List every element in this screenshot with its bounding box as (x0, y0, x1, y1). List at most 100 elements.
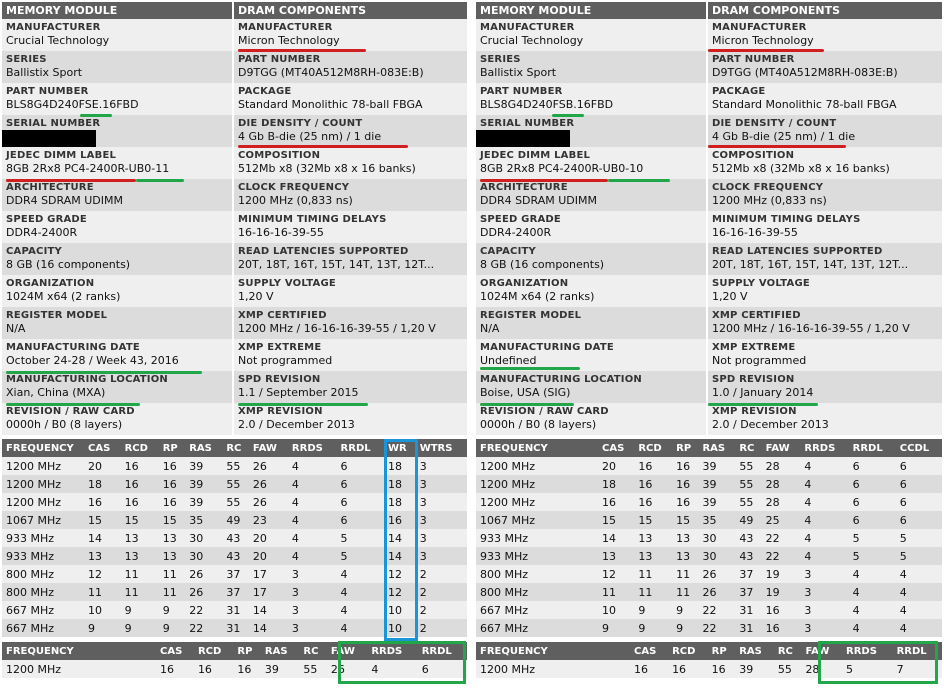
cell: 26 (248, 457, 288, 475)
dram-row-package: PACKAGE Standard Monolithic 78-ball FBGA (708, 83, 942, 115)
cell: 16 (120, 457, 159, 475)
cell: 1200 MHz (476, 457, 598, 475)
cell: 13 (158, 529, 186, 547)
row-label: ARCHITECTURE (6, 182, 94, 193)
cell: 4 (848, 565, 896, 583)
row-value: 512Mb x8 (32Mb x8 x 16 banks) (712, 162, 890, 175)
col-rcd: RCD (193, 642, 234, 660)
cell: 3 (415, 547, 467, 565)
row-value: BLS8G4D240FSB.16FBD (480, 98, 614, 111)
col-rcd: RCD (120, 439, 159, 457)
row-value: 2.0 / December 2013 (712, 418, 829, 431)
cell: 10 (384, 601, 416, 619)
row-label: ARCHITECTURE (480, 182, 568, 193)
dram-row-xmp-certified: XMP CERTIFIED 1200 MHz / 16-16-16-39-55 /… (708, 307, 942, 339)
cell: 4 (895, 601, 942, 619)
col-faw: FAW (761, 439, 801, 457)
module-row-manufacturer: MANUFACTURER Crucial Technology (2, 19, 232, 51)
row-value: Micron Technology (712, 34, 814, 47)
cell: 933 MHz (476, 547, 598, 565)
cell: 37 (735, 565, 762, 583)
cell: 1200 MHz (476, 660, 630, 678)
module-row-series: SERIES Ballistix Sport (2, 51, 232, 83)
row-value: 1200 MHz (0,833 ns) (238, 194, 353, 207)
table-row: 933 MHz 14 13 13 30 43 20 4 5 14 3 (2, 529, 467, 547)
col-rp: RP (158, 439, 186, 457)
row-label: DIE DENSITY / COUNT (238, 118, 363, 129)
row-label: REGISTER MODEL (480, 310, 582, 321)
row-label: XMP EXTREME (238, 342, 322, 353)
spd-panel-left: MEMORY MODULE MANUFACTURER Crucial Techno… (2, 2, 467, 684)
module-row-register-model: REGISTER MODEL N/A (476, 307, 706, 339)
col-rrds: RRDS (367, 642, 418, 660)
cell: 4 (800, 511, 849, 529)
memory-module-column: MEMORY MODULE MANUFACTURER Crucial Techno… (2, 2, 232, 435)
col-rc: RC (773, 642, 802, 660)
row-label: COMPOSITION (238, 150, 321, 161)
cell: 4 (287, 547, 337, 565)
col-faw: FAW (248, 439, 288, 457)
col-ccdl: CCDL (895, 439, 942, 457)
cell: 13 (120, 529, 159, 547)
cell: 22 (698, 601, 736, 619)
col-rp: RP (707, 642, 736, 660)
cell: 15 (598, 511, 635, 529)
col-ras: RAS (260, 642, 300, 660)
row-value: 8 GB (16 components) (6, 258, 131, 271)
dram-row-spd-revision: SPD REVISION 1.1 / September 2015 (234, 371, 467, 403)
cell: 10 (598, 601, 635, 619)
dram-row-spd-revision: SPD REVISION 1.0 / January 2014 (708, 371, 942, 403)
col-wr: WR (384, 439, 416, 457)
cell: 14 (384, 547, 416, 565)
cell: 4 (800, 547, 849, 565)
cell: 1067 MHz (476, 511, 598, 529)
row-value: DDR4 SDRAM UDIMM (480, 194, 597, 207)
module-row-register-model: REGISTER MODEL N/A (2, 307, 232, 339)
cell: 55 (773, 660, 802, 678)
cell: 23 (248, 511, 288, 529)
module-row-jedec-label: JEDEC DIMM LABEL 8GB 2Rx8 PC4-2400R-UB0-1… (476, 147, 706, 179)
dram-row-read-latencies: READ LATENCIES SUPPORTED 20T, 18T, 16T, 1… (234, 243, 467, 275)
dram-row-clock-frequency: CLOCK FREQUENCY 1200 MHz (0,833 ns) (234, 179, 467, 211)
col-ras: RAS (698, 439, 736, 457)
cell: 1067 MHz (2, 511, 84, 529)
module-row-revision: REVISION / RAW CARD 0000h / B0 (8 layers) (2, 403, 232, 435)
dram-row-manufacturer: MANUFACTURER Micron Technology (234, 19, 467, 51)
cell: 4 (800, 493, 849, 511)
module-row-speed-grade: SPEED GRADE DDR4-2400R (476, 211, 706, 243)
row-value: 1.1 / September 2015 (238, 386, 359, 399)
cell: 16 (120, 475, 159, 493)
row-value: 4 Gb B-die (25 nm) / 1 die (712, 130, 856, 143)
row-value: 512Mb x8 (32Mb x8 x 16 banks) (238, 162, 416, 175)
cell: 43 (735, 547, 762, 565)
row-label: SERIAL NUMBER (480, 118, 575, 129)
module-row-manufacturing-location: MANUFACTURING LOCATION Boise, USA (SIG) (476, 371, 706, 403)
cell: 16 (672, 475, 699, 493)
cell: 14 (248, 619, 288, 637)
cell: 16 (634, 493, 673, 511)
table-row: 1200 MHz 20 16 16 39 55 26 4 6 18 3 (2, 457, 467, 475)
dram-row-xmp-revision: XMP REVISION 2.0 / December 2013 (708, 403, 942, 435)
cell: 800 MHz (2, 583, 84, 601)
col-rcd: RCD (634, 439, 673, 457)
cell: 39 (698, 493, 736, 511)
row-value: Not programmed (238, 354, 333, 367)
module-row-manufacturer: MANUFACTURER Crucial Technology (476, 19, 706, 51)
row-label: ORGANIZATION (480, 278, 569, 289)
cell: 4 (287, 493, 337, 511)
cell: 43 (735, 529, 762, 547)
col-rp: RP (672, 439, 699, 457)
row-label: XMP CERTIFIED (238, 310, 327, 321)
cell: 6 (336, 457, 385, 475)
col-faw: FAW (801, 642, 843, 660)
cell: 6 (848, 493, 896, 511)
module-row-part-number: PART NUMBER BLS8G4D240FSB.16FBD (476, 83, 706, 115)
cell: 1200 MHz (476, 493, 598, 511)
col-wtrs: WTRS (415, 439, 467, 457)
module-row-serial-number: SERIAL NUMBER (476, 115, 706, 147)
cell: 26 (698, 565, 736, 583)
row-value: Ballistix Sport (480, 66, 557, 79)
dram-row-package: PACKAGE Standard Monolithic 78-ball FBGA (234, 83, 467, 115)
module-row-speed-grade: SPEED GRADE DDR4-2400R (2, 211, 232, 243)
table-row: 800 MHz 11 11 11 26 37 19 3 4 4 (476, 583, 942, 601)
